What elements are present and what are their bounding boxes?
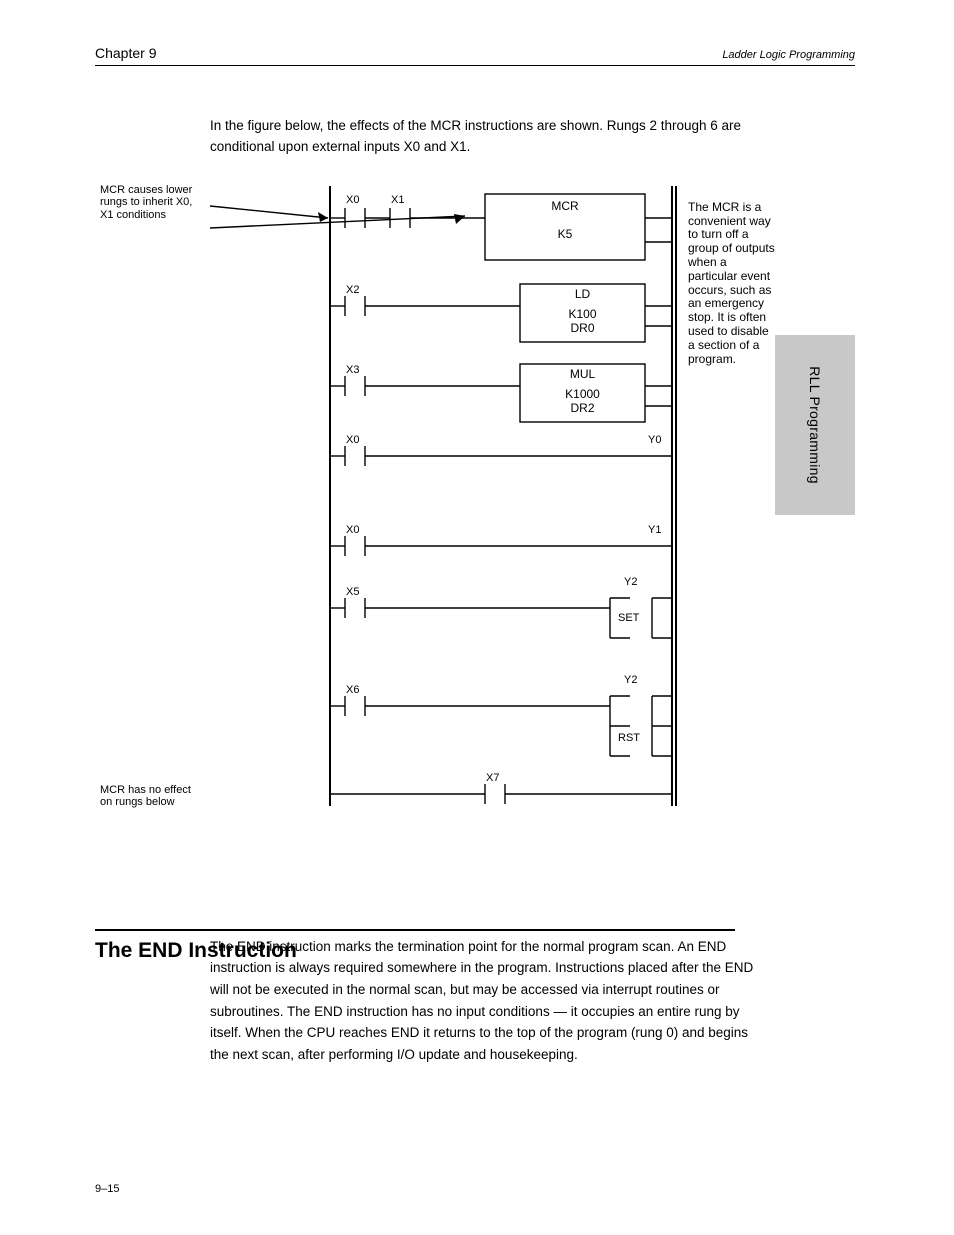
contact-x1: X1 [391, 194, 404, 207]
r3-out: Y0 [648, 434, 661, 447]
r3-c0: X0 [346, 434, 359, 447]
box-mcr: MCR [485, 200, 645, 214]
page-number: 9–15 [95, 1183, 119, 1195]
callout-mcr-bottom: MCR has no effect on rungs below [100, 784, 205, 809]
section-heading: The END Instruction [95, 939, 735, 963]
r6-rst: RST [618, 732, 640, 745]
page-topic: Ladder Logic Programming [722, 49, 855, 61]
r6-out: Y2 [624, 674, 637, 687]
chapter-label: Chapter 9 [95, 45, 156, 61]
side-note: The MCR is a convenient way to turn off … [688, 201, 778, 367]
box-ld: LD [520, 288, 645, 302]
r4-out: Y1 [648, 524, 661, 537]
section-divider: The END Instruction [95, 929, 735, 963]
box-mul-sub: K1000 DR2 [520, 388, 645, 416]
ladder-svg [210, 176, 770, 846]
side-tab-label: RLL Programming [807, 366, 823, 484]
r5-out: Y2 [624, 576, 637, 589]
side-tab: RLL Programming [775, 335, 855, 515]
r5-set: SET [618, 612, 639, 625]
contact-x0: X0 [346, 194, 359, 207]
contact-x2: X2 [346, 284, 359, 297]
r6-c0: X6 [346, 684, 359, 697]
r5-c0: X5 [346, 586, 359, 599]
intro-paragraph: In the figure below, the effects of the … [210, 116, 770, 158]
box-mul: MUL [520, 368, 645, 382]
r7-contact: X7 [486, 772, 499, 785]
ladder-diagram: MCR causes lower rungs to inherit X0, X1… [210, 176, 770, 876]
box-ld-sub: K100 DR0 [520, 308, 645, 336]
contact-x3: X3 [346, 364, 359, 377]
callout-mcr-top: MCR causes lower rungs to inherit X0, X1… [100, 184, 205, 222]
box-mcr-sub: K5 [485, 228, 645, 242]
r4-c0: X0 [346, 524, 359, 537]
